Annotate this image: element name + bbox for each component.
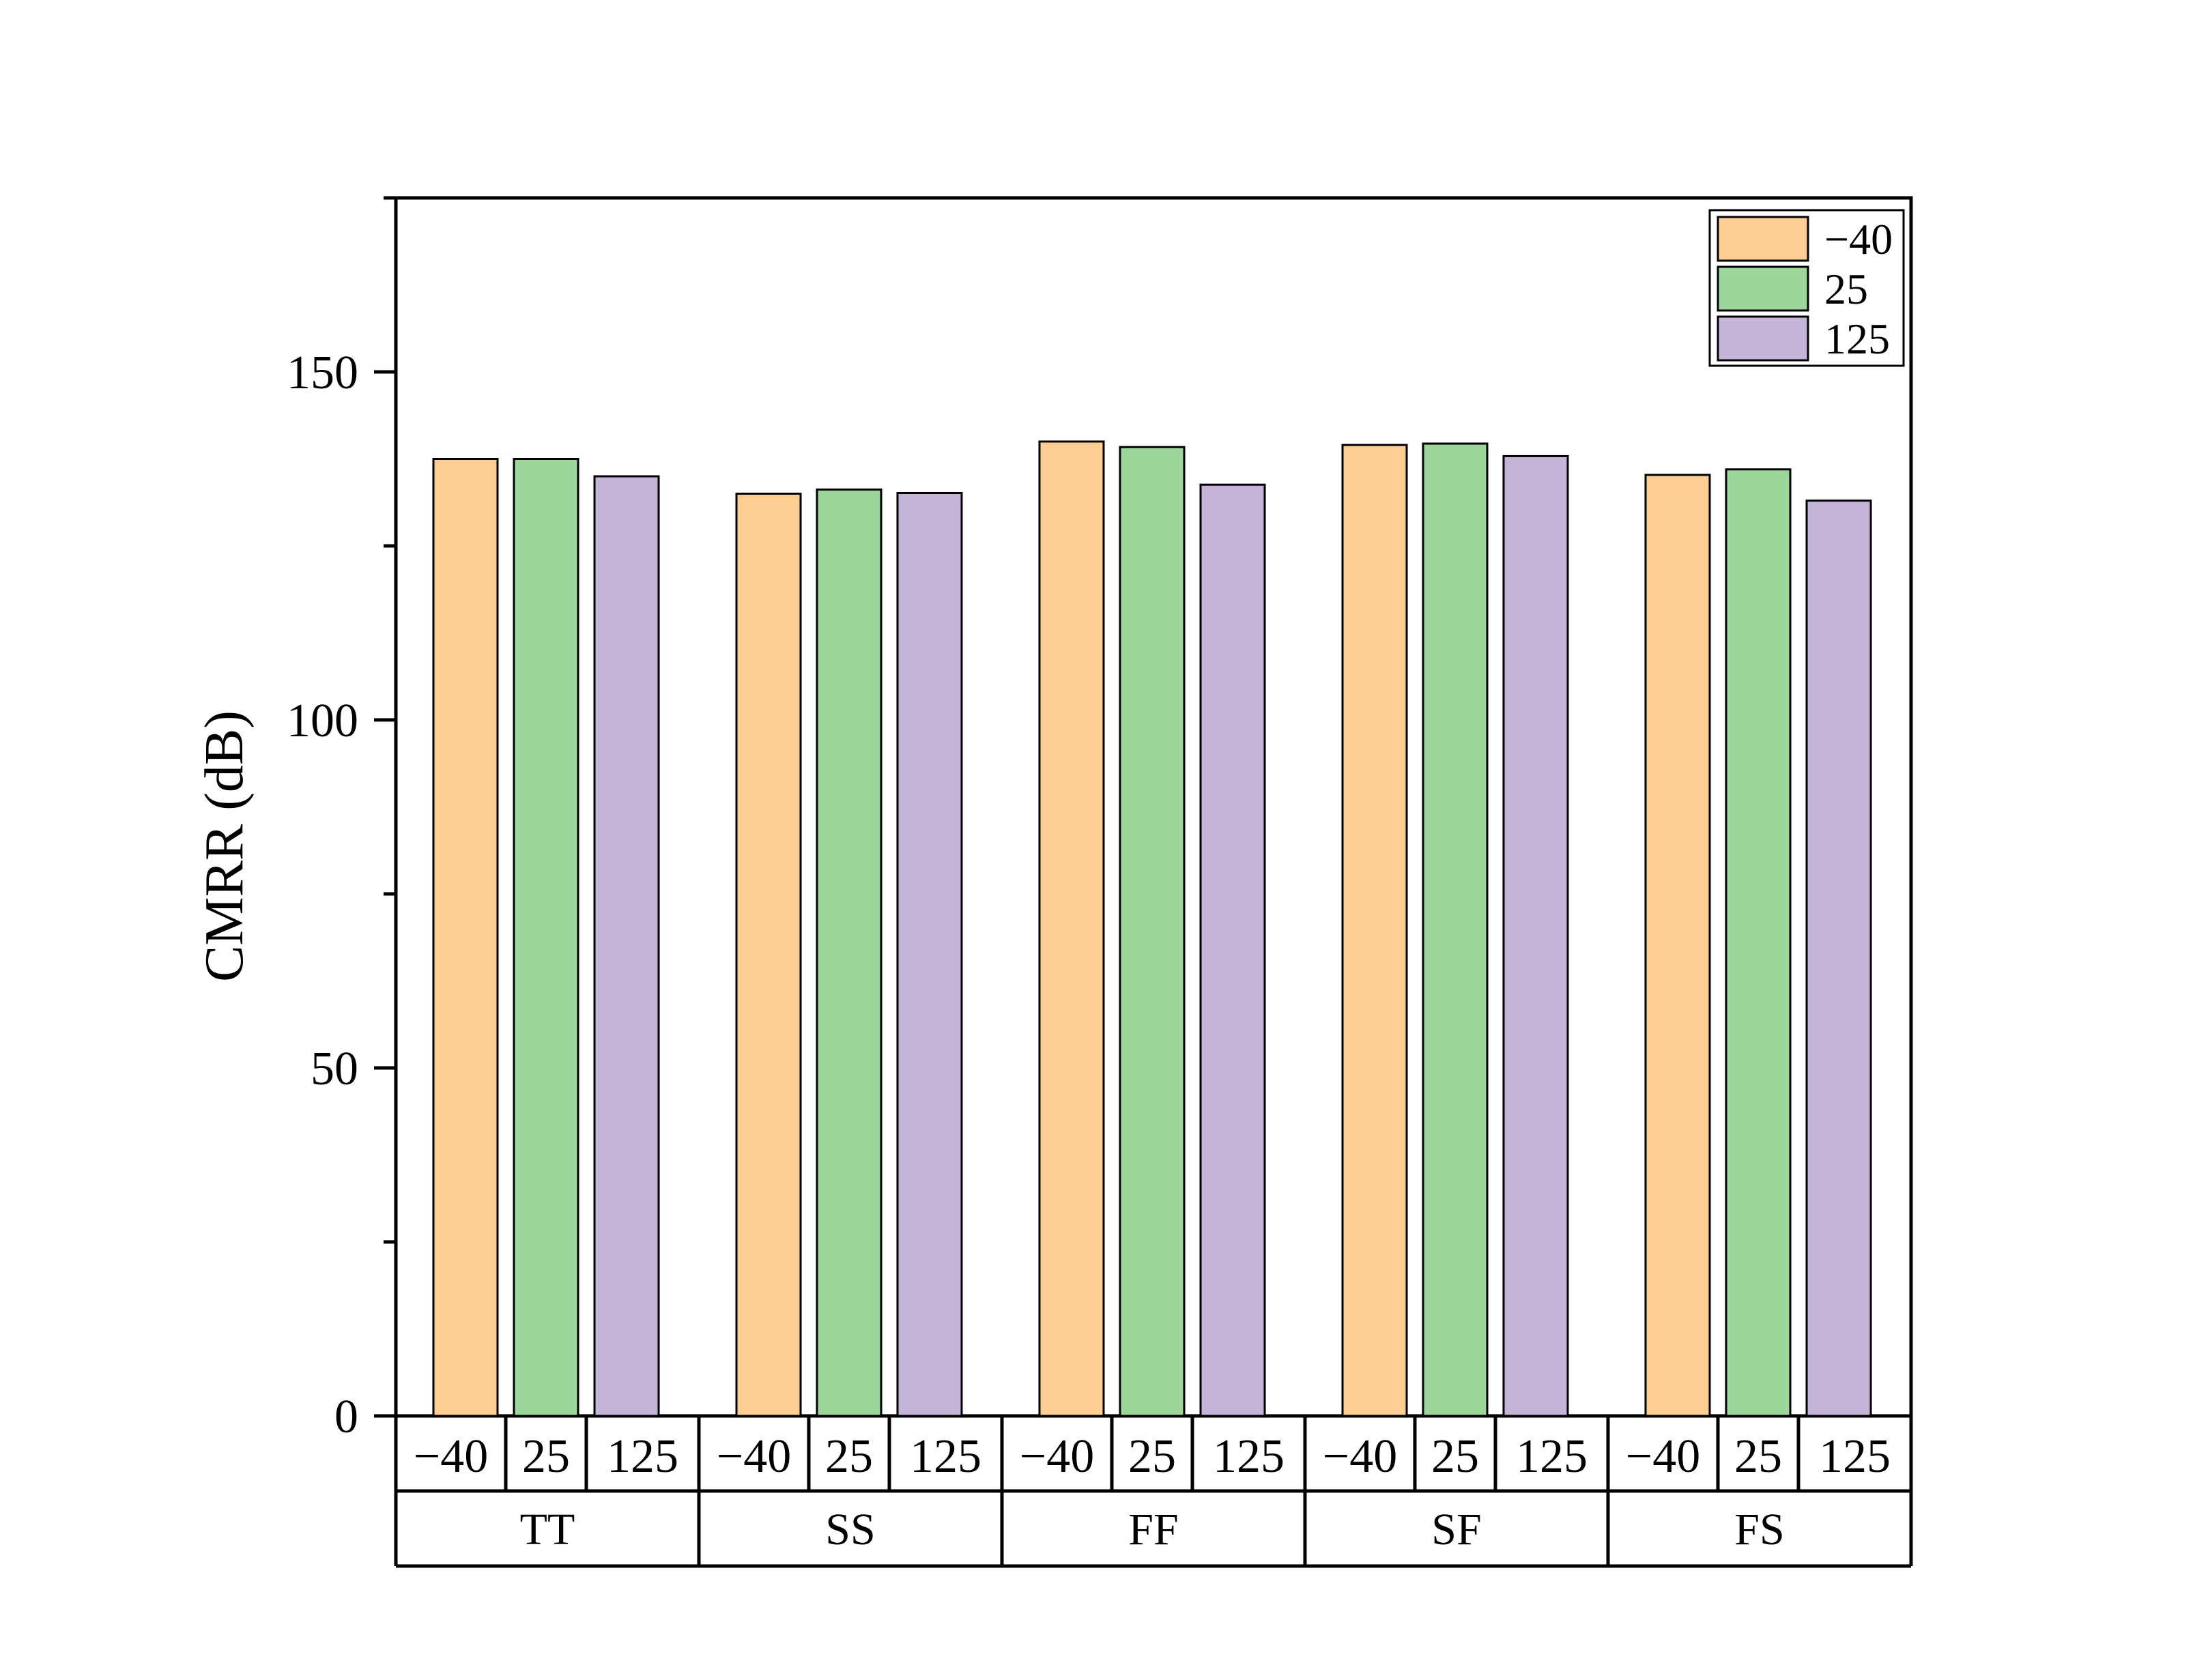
category-label: −40 xyxy=(1020,1430,1094,1483)
category-label: 25 xyxy=(825,1430,873,1483)
bar-tt-125 xyxy=(593,475,660,1417)
category-label: 125 xyxy=(1819,1430,1891,1483)
bar-ff-25 xyxy=(1119,446,1186,1417)
category-label: 125 xyxy=(1516,1430,1588,1483)
legend-swatch xyxy=(1717,216,1809,262)
category-label: 25 xyxy=(1734,1430,1782,1483)
bar-ff-m40 xyxy=(1038,440,1105,1417)
category-label: 125 xyxy=(910,1430,981,1483)
category-label: −40 xyxy=(717,1430,791,1483)
group-label-ss: SS xyxy=(825,1505,875,1554)
bar-fs-25 xyxy=(1725,468,1792,1417)
legend-swatch xyxy=(1717,315,1809,362)
bar-tt-25 xyxy=(513,458,579,1417)
y-tick-label: 0 xyxy=(334,1391,358,1443)
y-tick-label: 150 xyxy=(287,347,358,399)
group-label-ff: FF xyxy=(1128,1505,1178,1554)
bar-ss-125 xyxy=(896,491,963,1417)
bar-ff-125 xyxy=(1199,483,1266,1417)
group-label-tt: TT xyxy=(520,1505,575,1554)
bar-tt-m40 xyxy=(432,458,499,1417)
category-label: −40 xyxy=(1323,1430,1397,1483)
y-tick-label: 100 xyxy=(287,695,358,747)
bar-ss-m40 xyxy=(735,493,802,1417)
category-label: 125 xyxy=(1213,1430,1285,1483)
bar-fs-125 xyxy=(1805,499,1872,1417)
bars xyxy=(432,440,1872,1417)
category-label: −40 xyxy=(414,1430,488,1483)
bar-sf-25 xyxy=(1422,442,1489,1417)
x-category-table: −40 25 125 TT −40 25 125 SS −40 25 125 FF −40 25 125 SF… xyxy=(394,1416,1913,1568)
group-label-fs: FS xyxy=(1734,1505,1784,1554)
y-tick-label: 50 xyxy=(311,1043,358,1095)
legend-label: 125 xyxy=(1824,315,1890,363)
category-label: −40 xyxy=(1626,1430,1700,1483)
y-axis-title: CMRR (dB) xyxy=(195,710,255,982)
legend-label: 25 xyxy=(1824,265,1868,313)
bar-fs-m40 xyxy=(1644,474,1711,1417)
bar-sf-125 xyxy=(1502,454,1569,1417)
bar-sf-m40 xyxy=(1341,444,1408,1417)
group-label-sf: SF xyxy=(1431,1505,1481,1554)
y-axis: 0 50 100 150 xyxy=(287,196,396,1443)
legend-swatch xyxy=(1717,265,1809,312)
category-label: 125 xyxy=(607,1430,678,1483)
category-label: 25 xyxy=(522,1430,570,1483)
legend-label: −40 xyxy=(1824,215,1893,263)
category-label: 25 xyxy=(1128,1430,1176,1483)
bar-ss-25 xyxy=(816,488,883,1417)
category-label: 25 xyxy=(1431,1430,1479,1483)
